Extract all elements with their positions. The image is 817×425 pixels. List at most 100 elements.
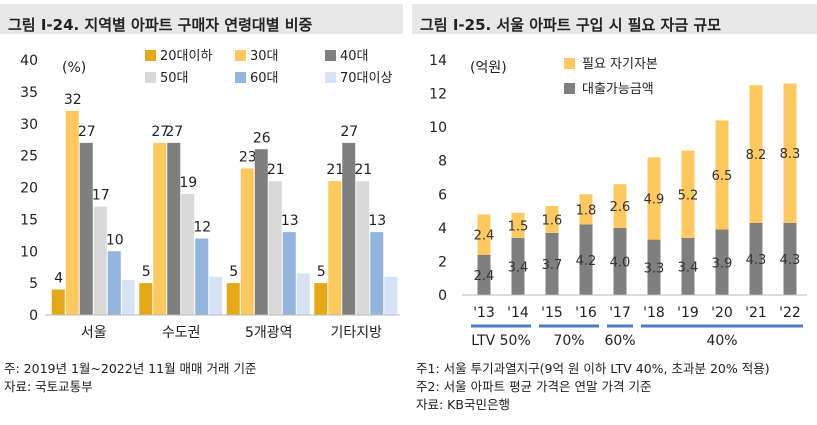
x-tick-label: '19 [677,305,699,321]
data-label-loan: 4.2 [576,254,597,269]
data-label: 21 [354,162,372,178]
legend-label: 대출가능금액 [582,82,654,97]
bar [282,232,296,315]
legend-label: 50대 [160,71,189,86]
bar [328,181,342,315]
bar-equity [715,120,729,230]
data-label: 27 [340,124,358,140]
y-tick-label: 20 [20,181,38,197]
bar [342,142,356,315]
y-tick-label: 8 [438,154,447,170]
x-tick-label: '21 [745,305,767,321]
data-label-loan: 3.4 [508,260,529,275]
right-chart-title: 그림 Ⅰ-25. 서울 아파트 구입 시 필요 자금 규모 [420,16,721,34]
data-label-equity: 8.2 [746,148,767,163]
legend-swatch [145,50,156,61]
bar [51,289,65,315]
x-tick-label: '14 [507,305,529,321]
bar [167,142,181,315]
data-label: 12 [193,220,211,236]
bar-loan [681,237,695,295]
data-label: 4 [54,271,63,287]
bar [93,206,107,315]
data-label-loan: 4.3 [746,253,767,268]
legend-swatch [564,58,575,69]
left-panel: 그림 Ⅰ-24. 지역별 아파트 구매자 연령대별 비중 0 5 10 15 20 25 3… [0,0,403,425]
left-note-1: 주: 2019년 1월~2022년 11월 매매 거래 기준 [4,361,257,376]
bar-equity [579,194,593,225]
bar-equity [783,83,797,223]
y-tick-label: 40 [20,53,38,69]
data-label-equity: 8.3 [780,147,801,162]
bar [139,283,153,315]
bar [121,279,135,315]
bar [153,142,167,315]
ltv-label: 70% [553,333,584,349]
y-tick-label: 0 [29,308,38,324]
data-label-loan: 3.7 [542,258,563,273]
data-label: 27 [78,124,96,140]
legend-swatch [325,72,336,83]
right-note-1: 주1: 서울 투기과열지구(9억 원 이하 LTV 40%, 초과분 20% 적… [416,361,770,376]
legend-label: 70대이상 [340,71,392,86]
x-tick-label: 5개광역 [245,325,293,341]
bar [314,283,328,315]
bar-loan [783,222,797,295]
data-label: 27 [165,124,183,140]
legend-label: 60대 [250,71,279,86]
left-chart-title: 그림 Ⅰ-24. 지역별 아파트 구매자 연령대별 비중 [8,16,313,34]
bar [296,273,310,315]
x-tick-label: 수도권 [162,325,201,341]
data-label: 5 [142,264,151,280]
y-tick-label: 4 [438,221,447,237]
bar [240,168,254,315]
legend-label: 필요 자기자본 [582,57,658,72]
y-tick-label: 6 [438,187,447,203]
legend-label: 20대이하 [160,49,212,64]
bar [384,276,398,315]
data-label: 21 [326,162,344,178]
bar [107,251,121,315]
data-label: 21 [267,162,285,178]
legend-label: 30대 [250,49,279,64]
right-notes: 주1: 서울 투기과열지구(9억 원 이하 LTV 40%, 초과분 20% 적… [416,360,770,414]
bar-loan [579,224,593,295]
y-tick-label: 25 [20,149,38,165]
x-tick-label: '16 [575,305,597,321]
y-tick-label: 12 [429,87,447,103]
bar-loan [647,239,661,295]
data-label-equity: 1.5 [508,219,529,234]
bar-equity [613,184,627,228]
right-panel: 그림 Ⅰ-25. 서울 아파트 구입 시 필요 자금 규모 0 2 4 6 8 10 12 1… [412,0,817,425]
y-tick-label: 35 [20,85,38,101]
data-label: 27 [151,124,169,140]
data-label-equity: 1.8 [576,203,597,218]
ltv-label: LTV 50% [471,333,531,349]
y-tick-label: 10 [429,120,447,136]
legend-swatch [235,72,246,83]
data-label-loan: 4.3 [780,253,801,268]
data-label-equity: 6.5 [712,169,733,184]
data-label-equity: 1.6 [542,213,563,228]
bar-equity [545,206,559,233]
data-label-equity: 2.6 [610,200,631,215]
legend-swatch [564,83,575,94]
left-note-2: 자료: 국토교통부 [4,379,93,394]
data-label: 19 [179,175,197,191]
bar-loan [613,227,627,295]
data-label: 26 [253,130,271,146]
bar-loan [715,229,729,295]
right-note-2: 주2: 서울 아파트 평균 가격은 연말 가격 기준 [416,379,652,394]
data-label: 10 [106,232,124,248]
bar [209,276,223,315]
x-tick-label: '20 [711,305,733,321]
x-tick-label: 서울 [81,325,107,341]
data-label: 5 [229,264,238,280]
bar-equity [749,85,763,223]
y-tick-label: 5 [29,276,38,292]
ltv-label: 40% [706,333,737,349]
x-tick-label: '22 [779,305,801,321]
bar [195,238,209,315]
